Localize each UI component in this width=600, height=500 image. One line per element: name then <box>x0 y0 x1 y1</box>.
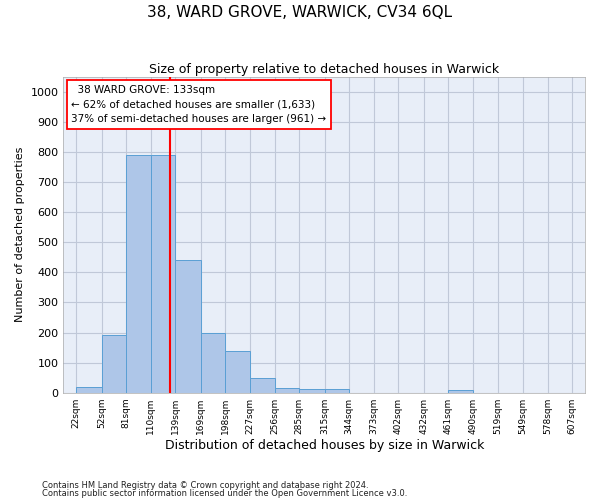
Bar <box>299 389 325 392</box>
Text: Contains HM Land Registry data © Crown copyright and database right 2024.: Contains HM Land Registry data © Crown c… <box>42 480 368 490</box>
Y-axis label: Number of detached properties: Number of detached properties <box>15 147 25 322</box>
Bar <box>226 350 250 393</box>
Bar <box>175 260 201 392</box>
Bar <box>76 386 101 392</box>
Bar <box>151 155 175 392</box>
Bar <box>325 389 349 392</box>
Bar <box>126 155 151 392</box>
Bar <box>448 390 473 392</box>
Text: Contains public sector information licensed under the Open Government Licence v3: Contains public sector information licen… <box>42 489 407 498</box>
Bar <box>101 335 126 392</box>
Bar <box>201 334 226 392</box>
Title: Size of property relative to detached houses in Warwick: Size of property relative to detached ho… <box>149 62 499 76</box>
X-axis label: Distribution of detached houses by size in Warwick: Distribution of detached houses by size … <box>164 440 484 452</box>
Bar <box>275 388 299 392</box>
Text: 38, WARD GROVE, WARWICK, CV34 6QL: 38, WARD GROVE, WARWICK, CV34 6QL <box>148 5 452 20</box>
Bar <box>250 378 275 392</box>
Text: 38 WARD GROVE: 133sqm
← 62% of detached houses are smaller (1,633)
37% of semi-d: 38 WARD GROVE: 133sqm ← 62% of detached … <box>71 84 326 124</box>
